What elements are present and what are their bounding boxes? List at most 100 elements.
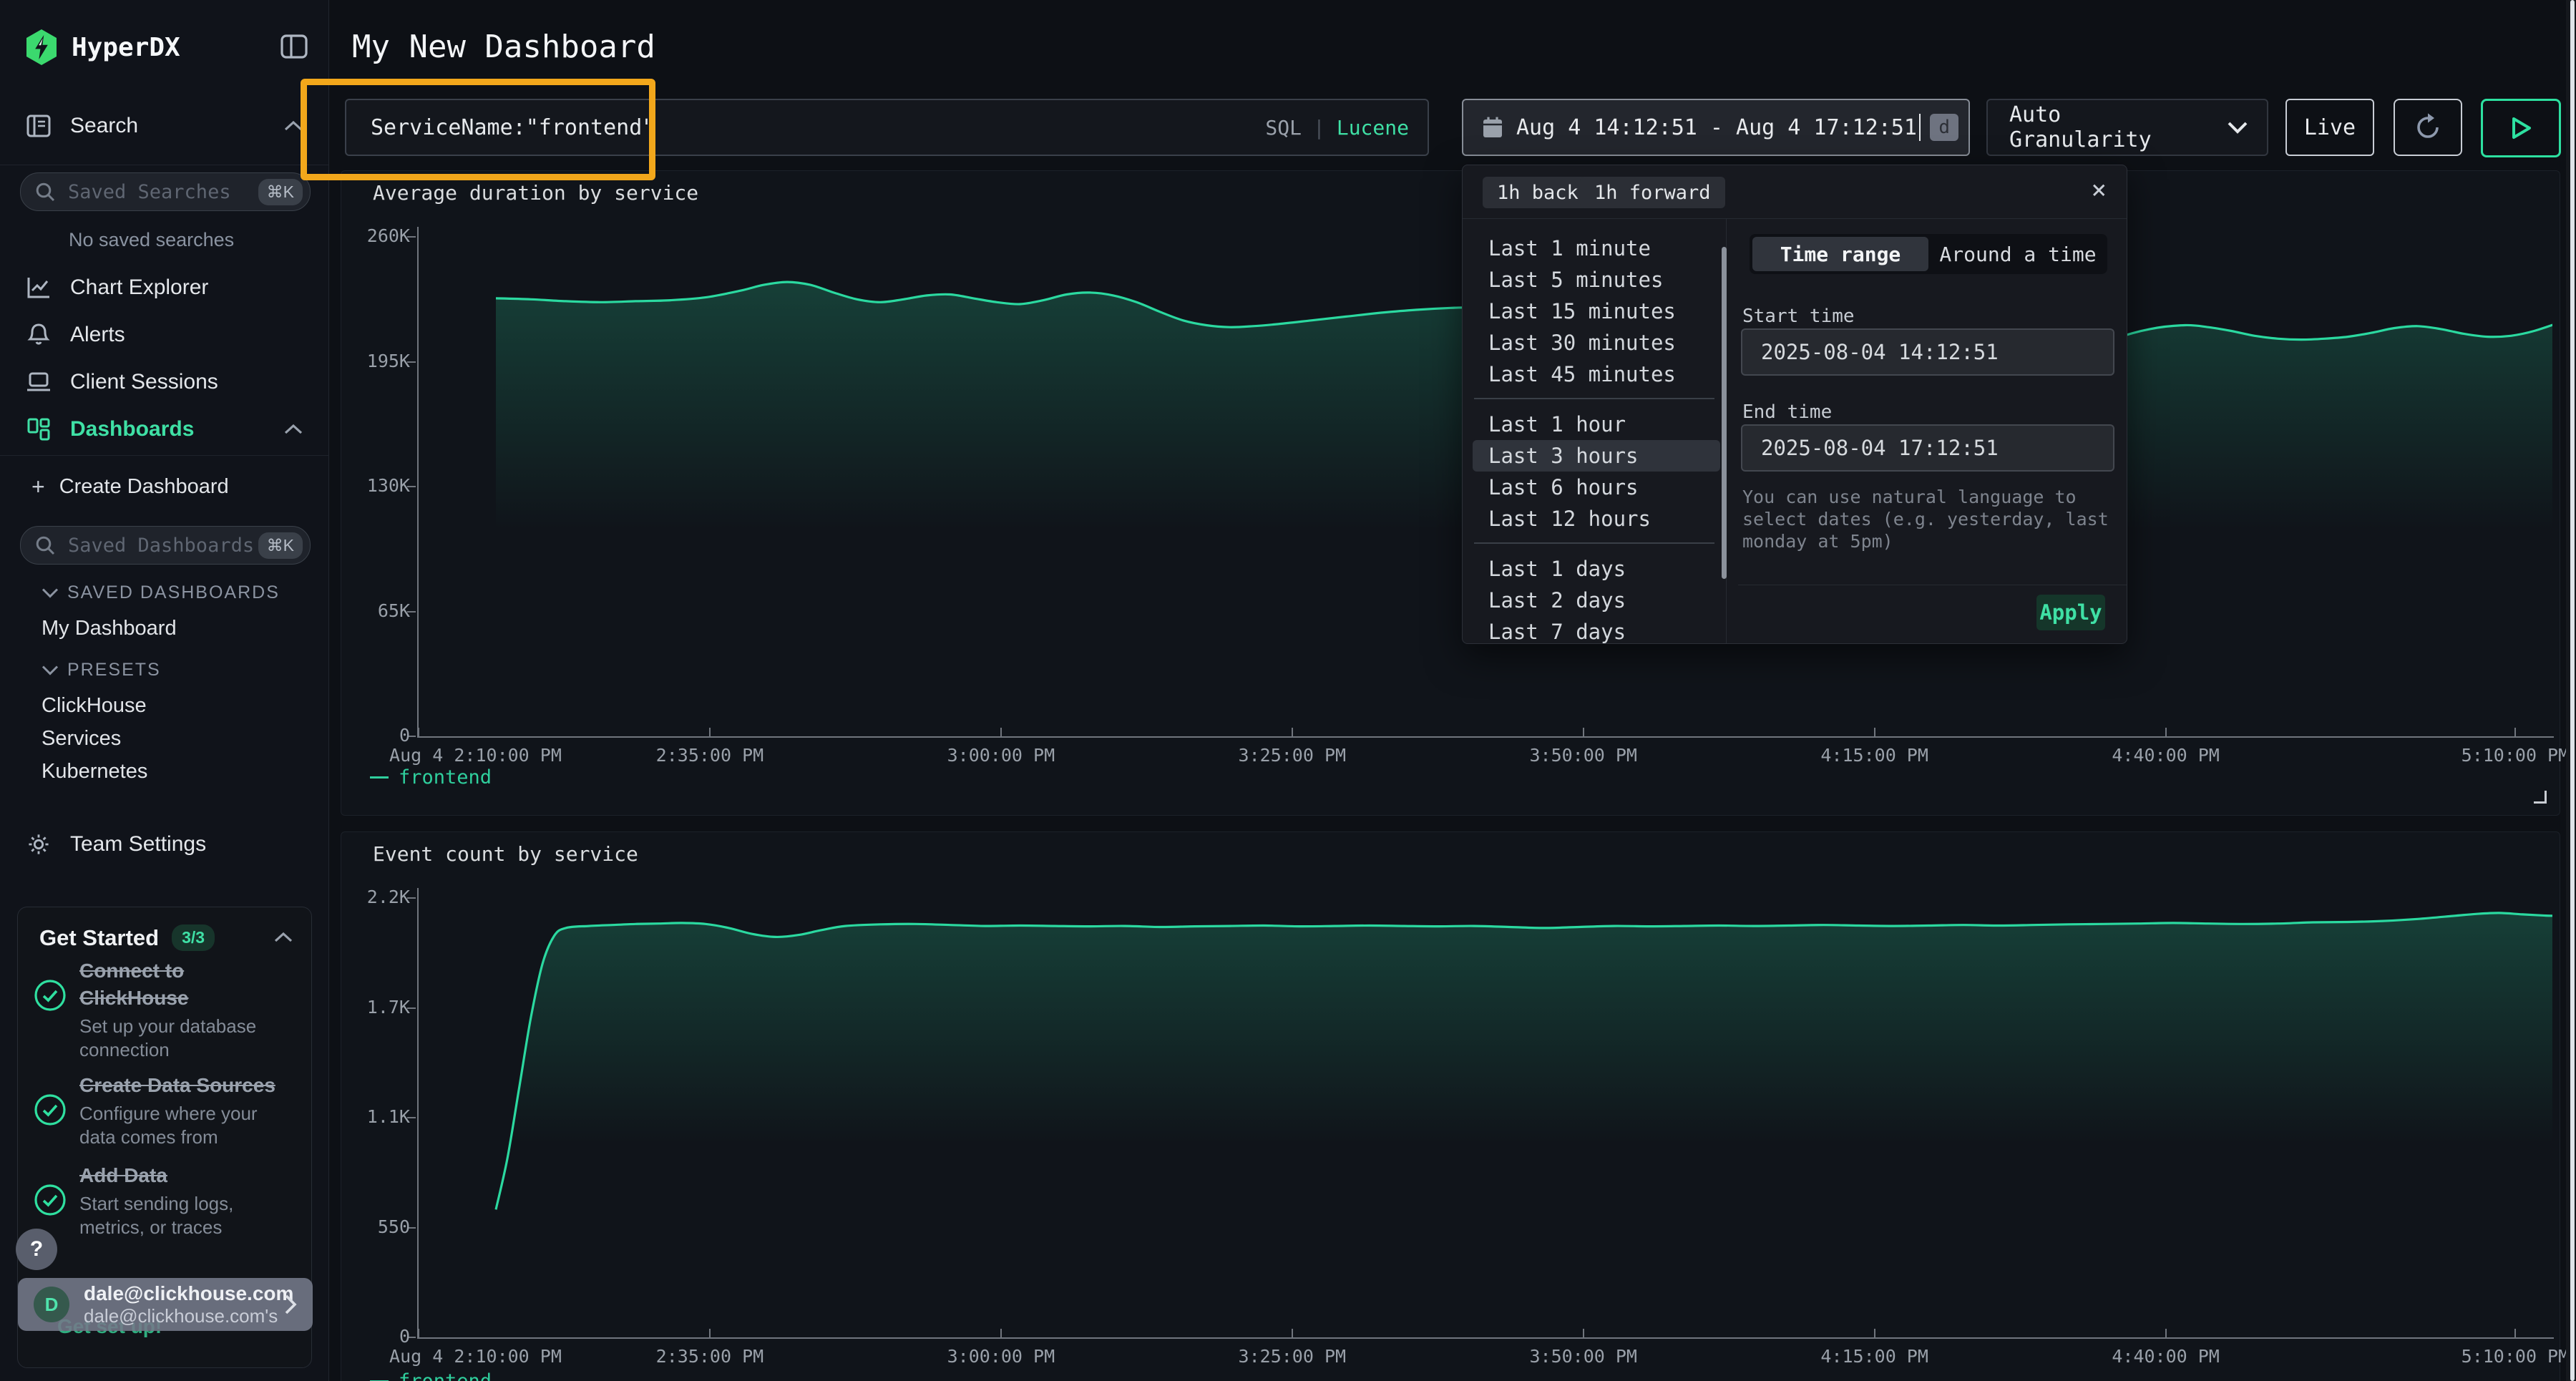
- sidebar-item-clickhouse[interactable]: ClickHouse: [42, 694, 147, 718]
- x-tick-label: Aug 4 2:10:00 PM: [389, 745, 562, 766]
- shift-back-button[interactable]: 1h back: [1483, 177, 1593, 208]
- chart-line-svg: [419, 832, 2552, 1334]
- lucene-toggle[interactable]: Lucene: [1337, 116, 1409, 140]
- no-saved-searches-text: No saved searches: [69, 229, 234, 251]
- sidebar: HyperDX Search Saved Searches ⌘K No save: [0, 0, 329, 1381]
- help-button[interactable]: ?: [16, 1229, 57, 1270]
- y-tick-label: 2.2K: [347, 887, 410, 907]
- y-tick-label: 65K: [347, 600, 410, 621]
- sidebar-item-label: Alerts: [70, 323, 125, 347]
- time-option[interactable]: Last 1 minute: [1473, 233, 1720, 264]
- apply-button[interactable]: Apply: [2036, 595, 2105, 630]
- sidebar-item-search[interactable]: Search: [0, 106, 328, 146]
- saved-dashboards-input[interactable]: Saved Dashboards ⌘K: [20, 526, 311, 565]
- user-email: dale@clickhouse.com: [84, 1282, 293, 1305]
- time-option[interactable]: Last 2 days: [1473, 585, 1720, 616]
- get-started-item[interactable]: Create Data Sources Configure where your …: [34, 1072, 294, 1149]
- section-label: PRESETS: [67, 660, 161, 680]
- time-option[interactable]: Last 1 days: [1473, 553, 1720, 585]
- hyperdx-app: HyperDX Search Saved Searches ⌘K No save: [0, 0, 2576, 1381]
- sidebar-item-my-dashboard[interactable]: My Dashboard: [42, 617, 177, 640]
- sidebar-collapse-icon[interactable]: [280, 34, 308, 59]
- sidebar-item-team-settings[interactable]: Team Settings: [0, 824, 328, 864]
- time-option[interactable]: Last 6 hours: [1473, 472, 1720, 503]
- time-range-input[interactable]: Aug 4 14:12:51 - Aug 4 17:12:51 d: [1462, 99, 1970, 156]
- task-description: Configure where your data comes from: [79, 1102, 294, 1149]
- x-tick-label: 4:15:00 PM: [1820, 1346, 1928, 1367]
- sidebar-item-label: Dashboards: [70, 417, 194, 441]
- y-tick-label: 0: [347, 725, 410, 746]
- close-icon[interactable]: ×: [2091, 175, 2107, 205]
- refresh-button[interactable]: [2394, 99, 2462, 156]
- x-axis-line: [417, 736, 2554, 738]
- dashboards-icon: [26, 417, 52, 441]
- time-option[interactable]: Last 45 minutes: [1473, 358, 1720, 390]
- resize-handle[interactable]: [2534, 791, 2547, 804]
- x-tick-label: 5:10:00 PM: [2462, 745, 2570, 766]
- sidebar-item-client-sessions[interactable]: Client Sessions: [0, 362, 328, 402]
- scrollbar-thumb[interactable]: [1722, 247, 1727, 579]
- legend-dash: [370, 776, 389, 779]
- time-option[interactable]: Last 3 hours: [1473, 440, 1720, 472]
- search-nav-icon: [26, 114, 52, 137]
- chevron-down-icon: [42, 665, 59, 675]
- start-time-input[interactable]: 2025-08-04 14:12:51: [1741, 328, 2114, 376]
- get-started-item[interactable]: Add DataStart sending logs, metrics, or …: [34, 1162, 294, 1239]
- divider: [1474, 542, 1714, 544]
- y-tick-label: 195K: [347, 351, 410, 371]
- query-input[interactable]: ServiceName:"frontend" SQL | Lucene: [345, 99, 1429, 156]
- x-tick-label: 3:50:00 PM: [1529, 1346, 1637, 1367]
- x-tick-label: 3:00:00 PM: [947, 1346, 1055, 1367]
- chart-explorer-icon: [26, 276, 52, 299]
- chart-legend: frontend: [370, 766, 492, 789]
- task-title: Create Data Sources: [79, 1074, 275, 1096]
- get-started-item[interactable]: Connect to ClickHouseSet up your databas…: [34, 957, 294, 1062]
- sidebar-item-alerts[interactable]: Alerts: [0, 315, 328, 355]
- shift-forward-button[interactable]: 1h forward: [1580, 177, 1725, 208]
- tab-around-a-time[interactable]: Around a time: [1928, 234, 2107, 274]
- sidebar-item-services[interactable]: Services: [42, 727, 121, 751]
- query-text: ServiceName:"frontend": [371, 115, 655, 140]
- chevron-up-icon[interactable]: [274, 932, 293, 943]
- check-circle-icon: [34, 1093, 67, 1149]
- divider: [1474, 398, 1714, 399]
- time-option[interactable]: Last 7 days: [1473, 616, 1720, 643]
- sidebar-item-chart-explorer[interactable]: Chart Explorer: [0, 268, 328, 308]
- granularity-select[interactable]: Auto Granularity: [1986, 99, 2268, 156]
- search-icon: [35, 182, 55, 202]
- sidebar-item-kubernetes[interactable]: Kubernetes: [42, 760, 147, 784]
- scrollbar-thumb[interactable]: [2570, 0, 2575, 1381]
- play-button[interactable]: [2481, 99, 2561, 157]
- get-started-progress-badge: 3/3: [172, 924, 215, 951]
- section-saved-dashboards[interactable]: SAVED DASHBOARDS: [42, 582, 280, 603]
- chevron-right-icon: [284, 1294, 297, 1315]
- natural-language-hint: You can use natural language to select d…: [1742, 486, 2114, 552]
- time-option[interactable]: Last 5 minutes: [1473, 264, 1720, 296]
- page-scrollbar[interactable]: [2566, 0, 2576, 1381]
- tab-time-range[interactable]: Time range: [1752, 237, 1928, 271]
- saved-searches-input[interactable]: Saved Searches ⌘K: [20, 172, 311, 211]
- live-button[interactable]: Live: [2285, 99, 2374, 156]
- section-presets[interactable]: PRESETS: [42, 660, 161, 680]
- sidebar-item-label: Chart Explorer: [70, 275, 208, 300]
- create-dashboard-button[interactable]: + Create Dashboard: [31, 474, 229, 500]
- chart-card-event-count: Event count by service frontend 2.2K1.7K…: [341, 831, 2560, 1381]
- end-time-input[interactable]: 2025-08-04 17:12:51: [1741, 424, 2114, 472]
- y-tick-label: 130K: [347, 475, 410, 496]
- time-option[interactable]: Last 1 hour: [1473, 409, 1720, 440]
- sql-toggle[interactable]: SQL: [1265, 116, 1302, 140]
- time-option[interactable]: Last 30 minutes: [1473, 327, 1720, 358]
- sidebar-item-dashboards[interactable]: Dashboards: [0, 409, 328, 449]
- time-option[interactable]: Last 12 hours: [1473, 503, 1720, 535]
- divider: [0, 455, 328, 456]
- user-menu[interactable]: D dale@clickhouse.com dale@clickhouse.co…: [18, 1278, 313, 1331]
- kbd-shortcut-badge: ⌘K: [258, 532, 303, 559]
- time-option[interactable]: Last 15 minutes: [1473, 296, 1720, 327]
- saved-searches-placeholder: Saved Searches: [68, 181, 231, 203]
- x-tick-label: 2:35:00 PM: [656, 745, 764, 766]
- sidebar-item-label: Search: [70, 114, 138, 138]
- search-icon: [35, 535, 55, 555]
- laptop-icon: [26, 371, 52, 393]
- play-icon: [2509, 116, 2532, 140]
- get-started-title: Get Started: [39, 925, 159, 951]
